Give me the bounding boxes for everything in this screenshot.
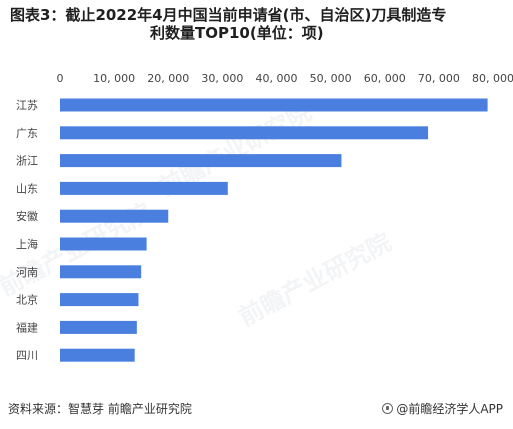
x-tick-label: 80, 000 — [472, 72, 513, 85]
category-label: 安徽 — [16, 209, 38, 223]
category-label: 福建 — [16, 320, 38, 334]
category-label: 河南 — [16, 266, 38, 279]
bar — [60, 348, 135, 362]
chart-title: 图表3：截止2022年4月中国当前申请省(市、自治区)刀具制造专 利数量TOP1… — [10, 6, 505, 42]
category-label: 四川 — [16, 349, 38, 362]
x-tick-label: 60, 000 — [364, 72, 406, 85]
publisher-name: @前瞻经济学人APP — [396, 402, 503, 416]
bar — [60, 320, 137, 334]
category-label: 北京 — [16, 293, 38, 307]
x-tick-label: 20, 000 — [147, 72, 189, 85]
x-tick-label: 0 — [57, 72, 64, 85]
bar — [60, 126, 429, 140]
chart-title-line-2: 利数量TOP10(单位：项) — [150, 24, 324, 42]
publisher-logo-icon — [382, 403, 394, 414]
bar — [60, 181, 228, 195]
publisher-credit: @前瞻经济学人APP — [382, 400, 503, 417]
category-label: 山东 — [16, 182, 38, 195]
category-label: 广东 — [16, 127, 38, 140]
x-tick-label: 30, 000 — [201, 72, 243, 85]
chart-title-line-1: 图表3：截止2022年4月中国当前申请省(市、自治区)刀具制造专 — [10, 6, 447, 24]
category-label: 浙江 — [16, 155, 38, 168]
bar — [60, 98, 488, 112]
category-label: 江苏 — [16, 99, 38, 112]
bar — [60, 293, 139, 307]
x-tick-label: 50, 000 — [310, 72, 352, 85]
source-note: 资料来源：智慧芽 前瞻产业研究院 — [8, 402, 192, 416]
x-tick-label: 70, 000 — [418, 72, 460, 85]
category-label: 上海 — [16, 237, 38, 251]
bar — [60, 265, 142, 279]
bar — [60, 154, 342, 168]
bar — [60, 237, 147, 251]
bar — [60, 209, 169, 223]
x-tick-label: 10, 000 — [93, 72, 135, 85]
x-tick-label: 40, 000 — [256, 72, 298, 85]
footer: 资料来源：智慧芽 前瞻产业研究院 @前瞻经济学人APP — [8, 400, 503, 417]
